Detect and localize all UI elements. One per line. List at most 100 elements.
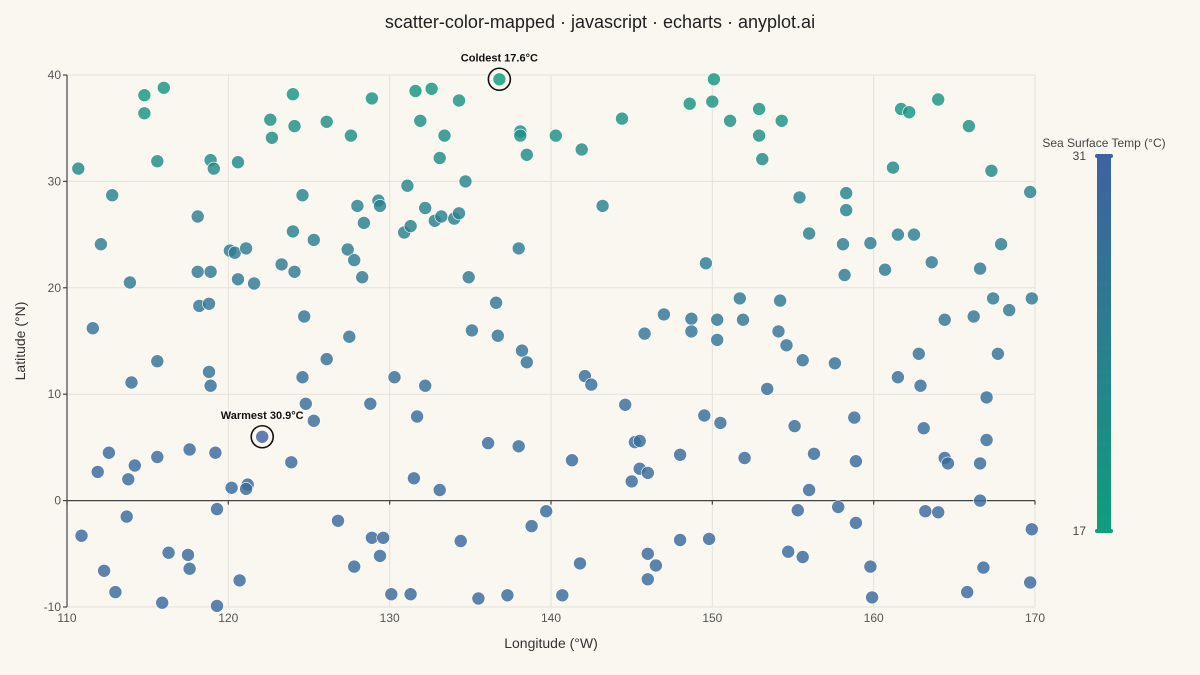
data-point[interactable]	[710, 312, 725, 327]
data-point[interactable]	[319, 115, 334, 129]
data-point[interactable]	[231, 272, 245, 287]
data-point[interactable]	[640, 546, 655, 561]
data-point[interactable]	[453, 534, 468, 548]
data-point[interactable]	[837, 268, 852, 282]
data-point[interactable]	[224, 480, 239, 495]
data-point[interactable]	[632, 434, 647, 448]
data-point[interactable]	[232, 573, 247, 588]
data-point[interactable]	[373, 199, 387, 213]
data-point[interactable]	[973, 456, 987, 471]
data-point[interactable]	[384, 587, 399, 602]
data-point[interactable]	[907, 227, 921, 242]
data-point[interactable]	[684, 311, 699, 326]
data-point[interactable]	[657, 307, 671, 322]
colorbar-min-handle[interactable]	[1095, 529, 1113, 533]
data-point[interactable]	[247, 276, 261, 291]
data-point[interactable]	[902, 105, 917, 119]
data-point[interactable]	[306, 413, 321, 428]
data-point[interactable]	[1002, 303, 1017, 317]
data-point[interactable]	[74, 528, 89, 543]
data-point[interactable]	[432, 483, 447, 497]
data-point[interactable]	[787, 419, 802, 433]
data-point[interactable]	[190, 264, 205, 279]
data-point[interactable]	[481, 436, 495, 450]
data-point[interactable]	[682, 96, 697, 111]
data-point[interactable]	[849, 454, 863, 469]
data-point[interactable]	[286, 87, 300, 101]
data-point[interactable]	[181, 548, 195, 562]
data-point[interactable]	[373, 549, 387, 563]
data-point[interactable]	[403, 219, 418, 233]
data-point[interactable]	[976, 560, 991, 575]
data-point[interactable]	[452, 93, 466, 108]
data-point[interactable]	[108, 585, 123, 599]
data-point[interactable]	[941, 456, 955, 471]
data-point[interactable]	[287, 119, 302, 133]
data-point[interactable]	[342, 329, 357, 344]
data-point[interactable]	[710, 333, 725, 347]
data-point[interactable]	[802, 226, 816, 241]
data-point[interactable]	[500, 588, 515, 603]
data-point[interactable]	[966, 309, 981, 324]
data-point[interactable]	[492, 72, 507, 87]
data-point[interactable]	[121, 472, 136, 487]
data-point[interactable]	[347, 559, 362, 574]
data-point[interactable]	[584, 377, 599, 392]
data-point[interactable]	[519, 148, 534, 162]
data-point[interactable]	[807, 446, 821, 461]
data-point[interactable]	[363, 396, 378, 411]
data-point[interactable]	[839, 186, 854, 200]
data-point[interactable]	[150, 450, 165, 464]
data-point[interactable]	[849, 516, 863, 530]
data-point[interactable]	[1025, 522, 1039, 537]
data-point[interactable]	[137, 106, 152, 121]
data-point[interactable]	[376, 530, 391, 545]
data-point[interactable]	[255, 429, 270, 444]
data-point[interactable]	[640, 466, 655, 480]
data-point[interactable]	[878, 262, 892, 277]
data-point[interactable]	[407, 471, 421, 486]
data-point[interactable]	[295, 370, 310, 385]
data-point[interactable]	[210, 502, 224, 516]
data-point[interactable]	[937, 312, 952, 327]
data-point[interactable]	[365, 91, 379, 106]
colorbar-max-handle[interactable]	[1095, 154, 1113, 158]
data-point[interactable]	[461, 270, 476, 285]
data-point[interactable]	[618, 397, 633, 412]
data-point[interactable]	[705, 94, 720, 109]
data-point[interactable]	[90, 465, 105, 479]
data-point[interactable]	[424, 82, 439, 96]
data-point[interactable]	[295, 188, 310, 202]
data-point[interactable]	[624, 474, 639, 489]
data-point[interactable]	[1023, 575, 1037, 590]
data-point[interactable]	[960, 585, 975, 599]
data-point[interactable]	[973, 261, 987, 276]
data-point[interactable]	[515, 343, 529, 358]
data-point[interactable]	[565, 453, 579, 468]
data-point[interactable]	[863, 236, 878, 250]
data-point[interactable]	[340, 242, 355, 257]
data-point[interactable]	[774, 114, 789, 128]
data-point[interactable]	[511, 439, 526, 454]
data-point[interactable]	[781, 544, 796, 559]
data-point[interactable]	[119, 509, 134, 524]
data-point[interactable]	[350, 199, 365, 213]
data-point[interactable]	[736, 312, 750, 327]
data-point[interactable]	[723, 114, 737, 128]
data-point[interactable]	[298, 396, 313, 411]
data-point[interactable]	[760, 382, 775, 396]
data-point[interactable]	[331, 513, 345, 528]
data-point[interactable]	[155, 595, 169, 610]
data-point[interactable]	[911, 346, 926, 361]
data-point[interactable]	[434, 209, 449, 224]
data-point[interactable]	[344, 128, 358, 143]
data-point[interactable]	[755, 152, 770, 166]
data-point[interactable]	[931, 92, 946, 107]
data-point[interactable]	[790, 503, 805, 518]
data-point[interactable]	[795, 550, 810, 564]
data-point[interactable]	[707, 72, 721, 87]
data-point[interactable]	[207, 161, 221, 176]
data-point[interactable]	[918, 504, 933, 519]
data-point[interactable]	[962, 119, 976, 133]
data-point[interactable]	[713, 416, 728, 430]
